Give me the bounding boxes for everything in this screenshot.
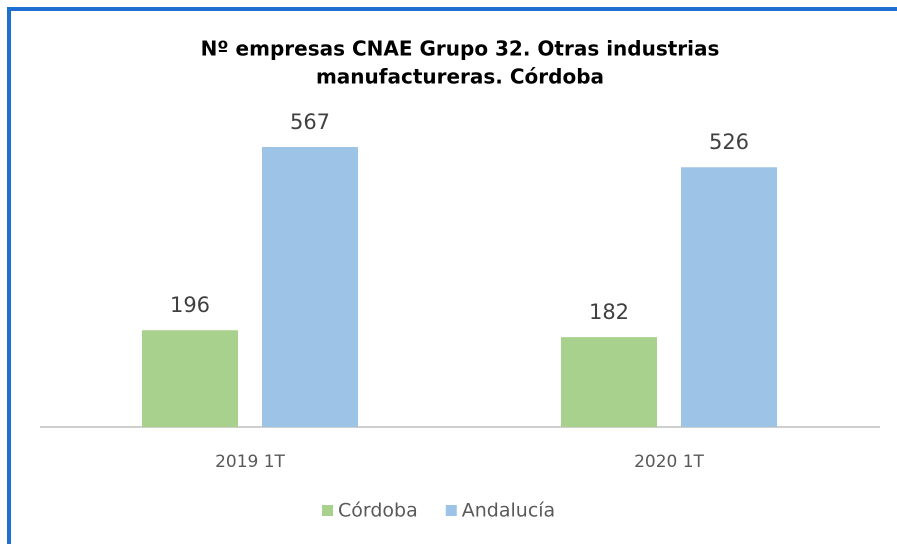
- x-tick-label: 2019 1T: [215, 452, 285, 472]
- x-tick-label: 2020 1T: [634, 452, 704, 472]
- chart-title: manufactureras. Córdoba: [316, 65, 604, 89]
- legend-swatch: [445, 505, 457, 516]
- legend-label: Córdoba: [338, 500, 418, 522]
- bar: [561, 337, 657, 427]
- bar: [262, 147, 358, 427]
- data-label: 196: [170, 293, 210, 317]
- chart-title: Nº empresas CNAE Grupo 32. Otras industr…: [201, 37, 720, 61]
- bar: [681, 167, 777, 427]
- data-label: 182: [589, 300, 629, 324]
- data-label: 567: [290, 110, 330, 134]
- legend-swatch: [322, 505, 333, 516]
- bar: [142, 330, 238, 427]
- data-label: 526: [709, 130, 749, 154]
- legend-label: Andalucía: [462, 500, 555, 522]
- frame: [7, 7, 897, 544]
